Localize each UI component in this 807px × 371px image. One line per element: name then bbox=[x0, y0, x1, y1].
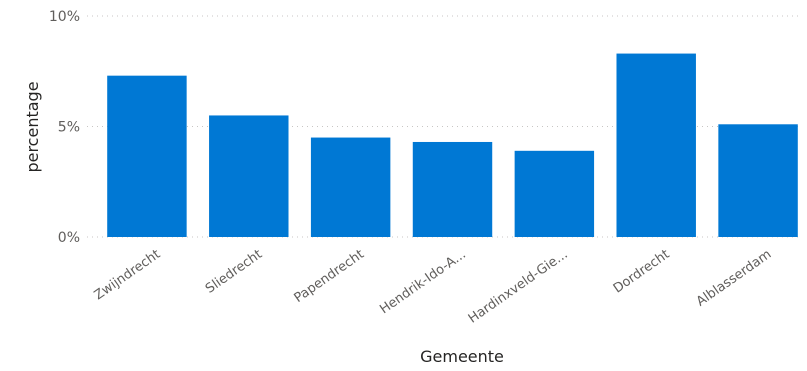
bar-papendrecht[interactable] bbox=[310, 137, 391, 237]
y-axis-ticks: 0% 5% 10% bbox=[49, 9, 80, 246]
bars bbox=[107, 53, 798, 237]
x-tick-label: Hendrik-Ido-A... bbox=[377, 247, 469, 317]
bar-hendrik-ido-a[interactable] bbox=[412, 141, 493, 237]
y-tick-label: 0% bbox=[58, 230, 80, 246]
bar-sliedrecht[interactable] bbox=[209, 115, 289, 237]
bar-alblasserdam[interactable] bbox=[718, 124, 798, 237]
x-tick-label: Sliedrecht bbox=[203, 247, 265, 297]
y-tick-label: 5% bbox=[58, 120, 80, 136]
bar-zwijndrecht[interactable] bbox=[107, 75, 187, 237]
bar-dordrecht[interactable] bbox=[616, 53, 696, 237]
x-axis-title: Gemeente bbox=[420, 347, 504, 366]
x-tick-label: Alblasserdam bbox=[694, 247, 775, 310]
x-tick-label: Papendrecht bbox=[292, 247, 367, 306]
x-tick-label: Hardinxveld-Gie... bbox=[466, 247, 571, 327]
x-tick-label: Zwijndrecht bbox=[92, 247, 164, 303]
x-axis-ticks: Zwijndrecht Sliedrecht Papendrecht Hendrik-… bbox=[92, 247, 775, 327]
y-tick-label: 10% bbox=[49, 9, 80, 25]
x-tick-label: Dordrecht bbox=[611, 247, 673, 296]
bar-hardinxveld-gie[interactable] bbox=[514, 150, 595, 237]
y-axis-title: percentage bbox=[23, 81, 42, 172]
